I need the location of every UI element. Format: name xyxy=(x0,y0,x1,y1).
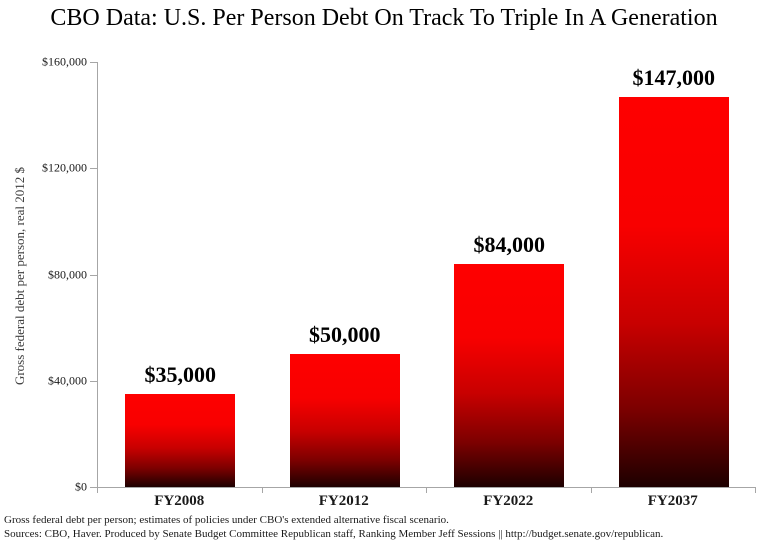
bar-fy2037 xyxy=(618,96,729,487)
x-axis-tick-mark xyxy=(590,488,592,493)
y-axis-tick-label: $0 xyxy=(75,479,87,494)
y-axis-tick-label: $160,000 xyxy=(42,54,87,69)
x-axis-tick-mark xyxy=(426,488,427,493)
x-axis-tick-mark xyxy=(261,488,263,493)
chart-title: CBO Data: U.S. Per Person Debt On Track … xyxy=(50,5,718,31)
bar-fy2012 xyxy=(289,354,400,487)
y-axis-tick-label: $80,000 xyxy=(48,267,87,281)
y-axis-tick-mark xyxy=(90,168,97,170)
bar-fy2008 xyxy=(125,394,236,487)
bar-fy2022 xyxy=(454,263,565,487)
bar-value-label: $84,000 xyxy=(473,231,546,257)
x-category-label: FY2037 xyxy=(647,493,698,509)
y-axis-tick-mark xyxy=(90,274,97,276)
y-axis-tick-label: $40,000 xyxy=(48,373,87,388)
x-axis-tick-mark xyxy=(97,488,98,493)
footnote-line-1: Gross federal debt per person; estimates… xyxy=(4,514,449,526)
x-category-label: FY2022 xyxy=(483,493,534,509)
footnote-line-2: Sources: CBO, Haver. Produced by Senate … xyxy=(4,528,664,540)
bar-value-label: $147,000 xyxy=(632,64,716,90)
x-category-label: FY2008 xyxy=(154,493,205,509)
y-axis-tick-mark xyxy=(90,487,97,488)
bar-value-label: $50,000 xyxy=(309,322,381,348)
plot-area: $35,000 $50,000 $84,000 $147,000 xyxy=(97,62,756,488)
y-axis-title: Gross federal debt per person, real 2012… xyxy=(12,166,27,386)
x-category-label: FY2012 xyxy=(318,493,369,509)
y-axis-tick-mark xyxy=(90,380,97,382)
y-axis-tick-mark xyxy=(90,62,97,63)
bar-value-label: $35,000 xyxy=(144,362,217,388)
chart-footnote: Gross federal debt per person; estimates… xyxy=(4,513,768,541)
x-axis-tick-mark xyxy=(755,488,756,493)
y-axis-tick-label: $120,000 xyxy=(42,160,87,175)
